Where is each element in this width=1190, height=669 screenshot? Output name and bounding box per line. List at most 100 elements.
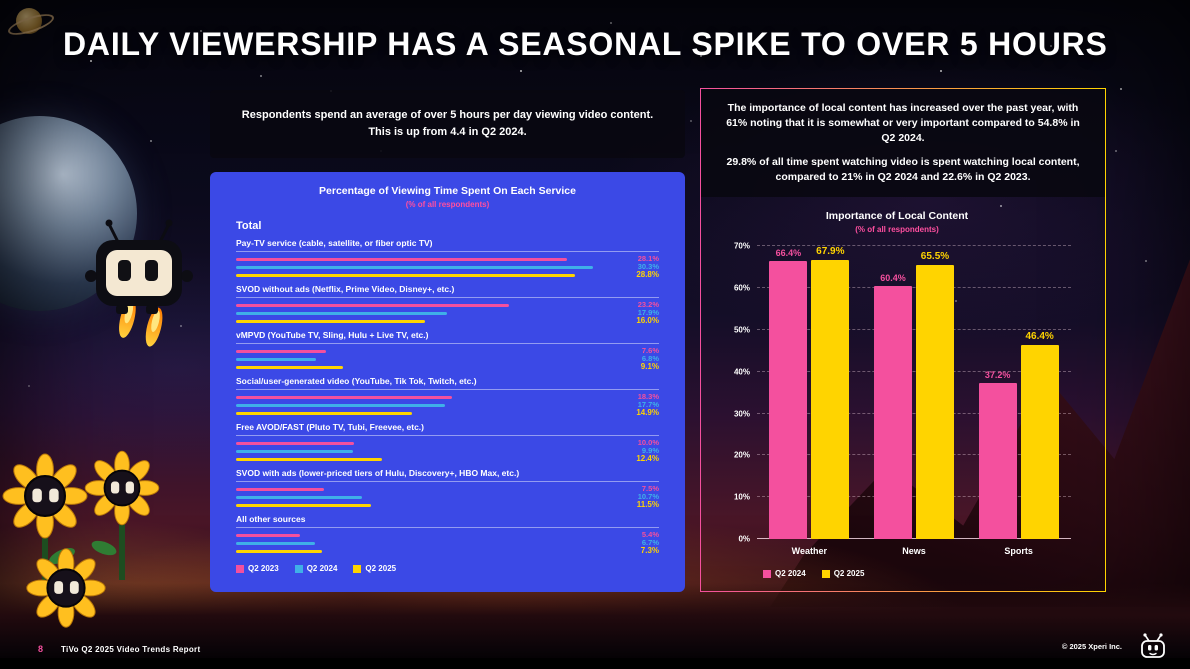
bar: [769, 261, 808, 540]
service-category-block: Free AVOD/FAST (Pluto TV, Tubi, Freevee,…: [236, 422, 659, 463]
bar: [236, 273, 576, 277]
legend-item: Q2 2023: [236, 564, 279, 573]
bar: [236, 257, 568, 261]
series-row: 6.7%: [236, 539, 659, 547]
bar-column: 66.4%: [769, 246, 808, 540]
x-axis-label: Sports: [1004, 546, 1033, 557]
bar: [236, 395, 452, 399]
callout-paragraph: 29.8% of all time spent watching video i…: [726, 155, 1080, 183]
bar: [1020, 344, 1059, 540]
report-name: TiVo Q2 2025 Video Trends Report: [61, 645, 201, 654]
legend-label: Q2 2025: [365, 564, 397, 573]
gridline: [757, 370, 1071, 372]
local-content-callout: The importance of local content has incr…: [701, 89, 1105, 198]
total-label: Total: [236, 220, 262, 232]
y-axis-tick: 60%: [733, 283, 750, 293]
bar-value: 17.7%: [637, 400, 659, 409]
bar: [236, 311, 447, 315]
service-category-block: Pay-TV service (cable, satellite, or fib…: [236, 238, 659, 279]
ground-illustration: [0, 583, 1190, 669]
copyright: © 2025 Xperi Inc.: [1061, 641, 1122, 651]
service-category-block: Social/user-generated video (YouTube, Ti…: [236, 376, 659, 417]
bar-track: [236, 411, 613, 415]
callout-line: Respondents spend an average of over 5 h…: [241, 108, 654, 121]
bar-column: 37.2%: [978, 246, 1017, 540]
gridline: [757, 538, 1071, 540]
series-row: 7.3%: [236, 547, 659, 555]
bar-value: 23.2%: [637, 300, 659, 309]
local-content-panel: The importance of local content has incr…: [700, 88, 1106, 592]
legend-swatch: [236, 564, 244, 573]
service-category-label: Pay-TV service (cable, satellite, or fib…: [236, 238, 659, 252]
service-category-label: Free AVOD/FAST (Pluto TV, Tubi, Freevee,…: [236, 422, 659, 436]
bar: [236, 449, 353, 453]
bar-value: 12.4%: [636, 454, 659, 463]
service-category-label: Social/user-generated video (YouTube, Ti…: [236, 376, 659, 390]
bar-value: 28.1%: [637, 254, 659, 263]
y-axis-tick: 70%: [733, 241, 750, 251]
bar: [236, 357, 317, 361]
bar-group: 66.4% 67.9%: [769, 246, 850, 540]
legend-item: Q2 2024: [294, 564, 338, 573]
bar: [236, 503, 372, 507]
bar-track: [236, 449, 613, 453]
bar-track: [236, 495, 613, 499]
service-category-label: SVOD without ads (Netflix, Prime Video, …: [236, 284, 659, 298]
bar-value: 28.8%: [636, 270, 659, 279]
bar-track: [236, 365, 613, 369]
horizontal-bar-chart: Pay-TV service (cable, satellite, or fib…: [236, 238, 659, 555]
series-row: 5.4%: [236, 531, 659, 539]
y-axis-tick: 20%: [733, 450, 750, 460]
chart-legend: Q2 2024 Q2 2025: [763, 569, 1077, 578]
legend-label: Q2 2024: [306, 564, 338, 573]
series-row: 18.3%: [236, 393, 659, 401]
series-row: 6.8%: [236, 355, 659, 363]
service-category-label: vMPVD (YouTube TV, Sling, Hulu + Live TV…: [236, 330, 659, 344]
legend-item: Q2 2025: [353, 564, 396, 573]
local-content-chart: Importance of Local Content (% of all re…: [701, 197, 1105, 578]
legend-swatch: [763, 569, 771, 578]
bar: [236, 533, 300, 537]
bar-value: 65.5%: [920, 250, 950, 262]
bar-groups: 66.4% 67.9% 60.4% 65.5% 37.2% 46.4%: [757, 246, 1071, 540]
footer-right: © 2025 Xperi Inc.: [1062, 633, 1168, 659]
bar-column: 46.4%: [1020, 246, 1059, 540]
bar-track: [236, 265, 613, 269]
viewing-time-callout: Respondents spend an average of over 5 h…: [210, 90, 685, 158]
bar: [236, 457, 383, 461]
legend-label: Q2 2023: [248, 564, 279, 573]
bar-column: 67.9%: [811, 246, 850, 540]
bar-value: 30.3%: [637, 262, 659, 271]
bar-track: [236, 257, 613, 261]
chart-subtitle: (% of all respondents): [405, 200, 490, 209]
bar: [873, 286, 912, 540]
bar-value: 7.5%: [641, 484, 659, 493]
x-axis-labels: Weather News Sports: [757, 546, 1071, 556]
service-category-label: SVOD with ads (lower-priced tiers of Hul…: [236, 468, 659, 482]
bar-value: 7.6%: [641, 346, 659, 355]
bar-track: [236, 441, 613, 445]
bar-value: 60.4%: [880, 273, 906, 284]
service-category-block: SVOD without ads (Netflix, Prime Video, …: [236, 284, 659, 325]
bar-column: 60.4%: [873, 246, 912, 540]
bar: [236, 349, 326, 353]
bar: [978, 383, 1017, 540]
bottom-bar: [0, 658, 1190, 669]
series-row: 9.1%: [236, 363, 659, 371]
series-row: 9.9%: [236, 447, 659, 455]
bar-track: [236, 541, 613, 545]
series-row: 10.7%: [236, 493, 659, 501]
bar: [236, 365, 344, 369]
series-row: 28.1%: [236, 255, 659, 263]
sunflower-bots-illustration: [1, 450, 160, 629]
legend-label: Q2 2025: [833, 569, 865, 579]
bar-value: 6.8%: [641, 354, 659, 363]
bar-track: [236, 303, 613, 307]
ringed-planet-icon: [16, 8, 42, 34]
bar-column: 65.5%: [915, 246, 954, 540]
service-category-block: SVOD with ads (lower-priced tiers of Hul…: [236, 468, 659, 509]
bar-value: 5.4%: [641, 530, 659, 539]
service-category-block: All other sources 5.4% 6.7% 7.3%: [236, 514, 659, 555]
bar-value: 17.9%: [637, 308, 659, 317]
